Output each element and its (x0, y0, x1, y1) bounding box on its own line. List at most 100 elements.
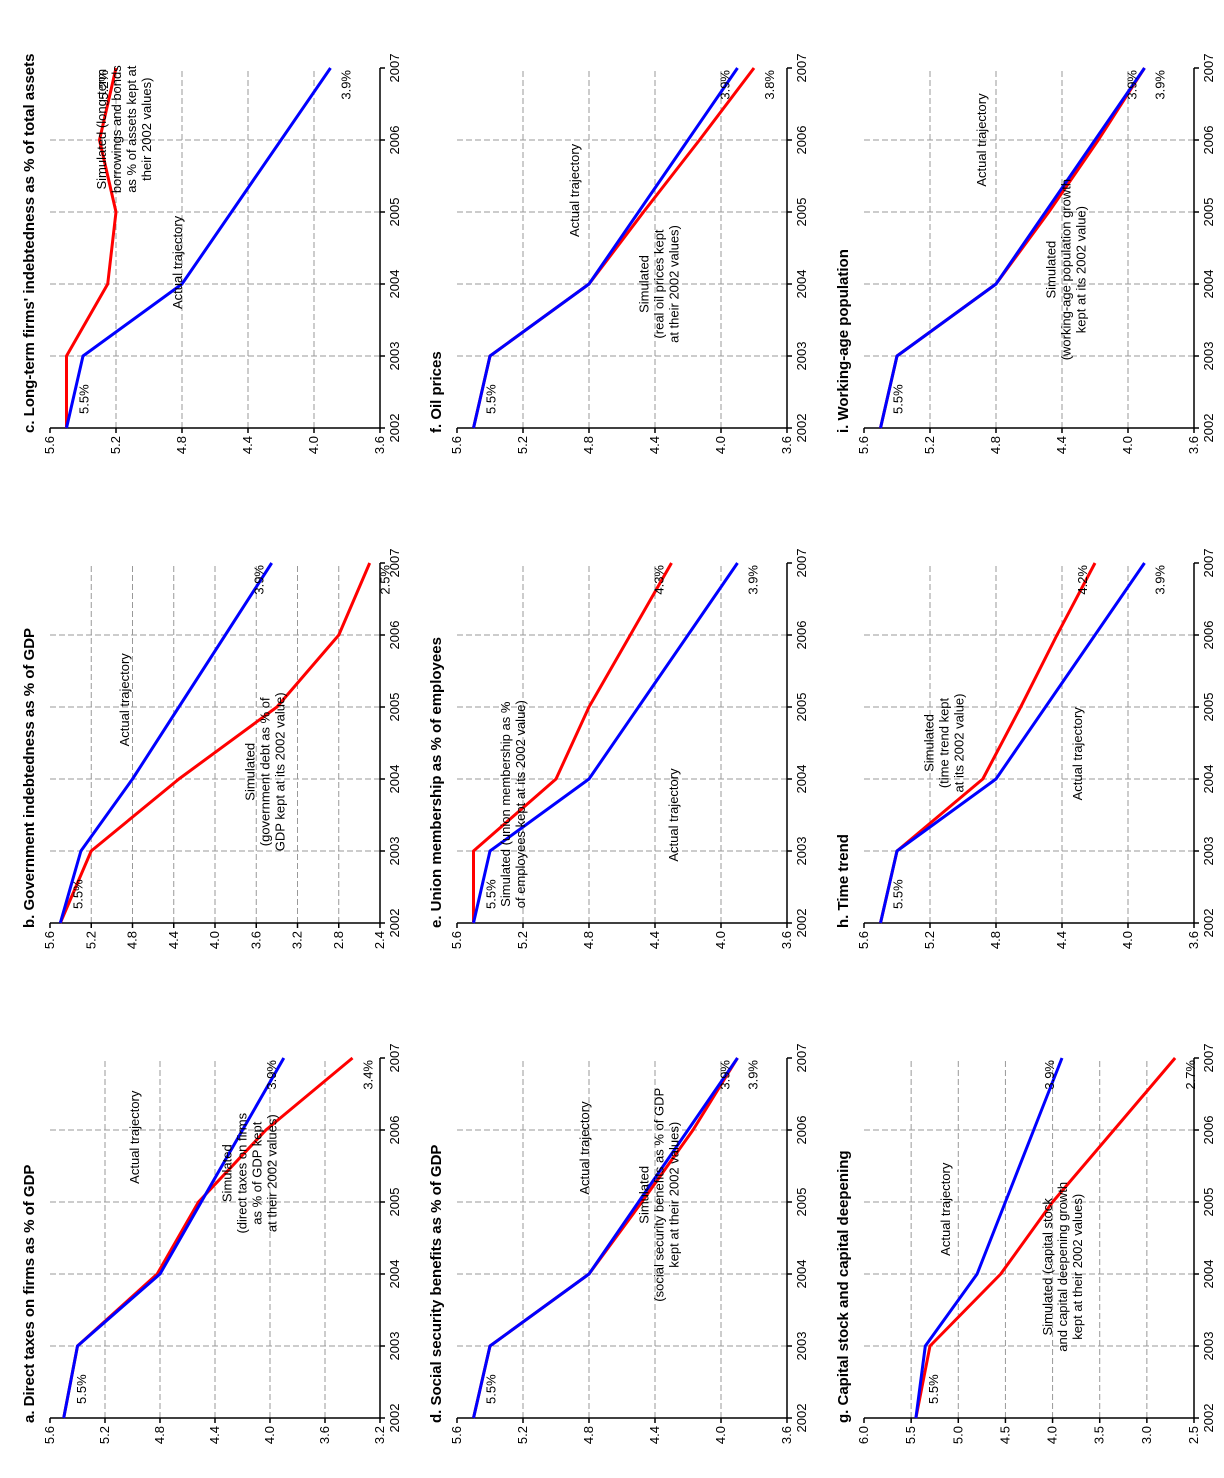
panel-h: h. Time trend 3.6 4.0 4.4 4.8 5.2 5.6 2002 2003 2… (835, 549, 1216, 950)
x-tick-label: 2003 (794, 1332, 809, 1361)
actual-series-line (472, 1057, 739, 1419)
y-tick-label: 4.0 (713, 1426, 728, 1444)
y-tick-label: 3.6 (1186, 931, 1201, 949)
x-tick-label: 2007 (387, 549, 402, 578)
y-tick-label: 4.8 (988, 436, 1003, 454)
y-tick-label: 5.0 (950, 1426, 965, 1444)
panel-title: e. Union membership as % of employees (428, 637, 445, 928)
panel-title: d. Social security benefits as % of GDP (428, 1145, 445, 1423)
panel-d: d. Social security benefits as % of GDP 3… (428, 1044, 809, 1445)
y-tick-label: 5.2 (515, 436, 530, 454)
simulated-end-value-label: 3.4% (361, 1060, 376, 1090)
y-tick-label: 4.8 (581, 1426, 596, 1444)
actual-series-line (58, 562, 273, 924)
y-tick-label: 4.5 (997, 1426, 1012, 1444)
simulated-annotation: Simulated(working-age population growthk… (1043, 179, 1088, 360)
x-tick-label: 2006 (794, 1116, 809, 1145)
x-tick-label: 2007 (794, 1044, 809, 1073)
x-tick-label: 2004 (794, 1260, 809, 1289)
simulated-series-line (472, 562, 673, 923)
y-tick-label: 5.6 (42, 436, 57, 454)
actual-end-value-label: 3.9% (339, 70, 354, 100)
x-tick-label: 2002 (1201, 1404, 1216, 1433)
x-tick-label: 2007 (387, 54, 402, 83)
panel-f: f. Oil prices 3.6 4.0 4.4 4.8 5.2 5.6 2002 2003 2… (428, 54, 809, 455)
panel-title: a. Direct taxes on firms as % of GDP (21, 1165, 38, 1423)
start-value-label: 5.5% (74, 1374, 89, 1404)
y-tick-label: 2.5 (1186, 1426, 1201, 1444)
x-tick-label: 2002 (387, 1404, 402, 1433)
simulated-end-value-label: 2.7% (1183, 1060, 1198, 1090)
x-tick-label: 2003 (794, 837, 809, 866)
y-tick-label: 4.4 (1054, 931, 1069, 949)
x-tick-label: 2006 (387, 126, 402, 155)
y-tick-label: 3.2 (290, 931, 305, 949)
simulated-series-line (62, 1056, 354, 1419)
y-tick-label: 3.6 (317, 1426, 332, 1444)
y-tick-label: 4.8 (581, 436, 596, 454)
actual-series-line (879, 562, 1146, 924)
start-value-label: 5.5% (77, 384, 92, 414)
x-tick-label: 2004 (387, 765, 402, 794)
x-tick-label: 2005 (794, 1188, 809, 1217)
x-tick-label: 2002 (794, 1404, 809, 1433)
x-tick-label: 2006 (794, 621, 809, 650)
x-tick-label: 2003 (387, 837, 402, 866)
y-tick-label: 5.2 (515, 931, 530, 949)
x-tick-label: 2002 (1201, 909, 1216, 938)
actual-series-line (65, 67, 332, 429)
y-tick-label: 5.2 (83, 931, 98, 949)
y-tick-label: 4.4 (647, 931, 662, 949)
x-tick-label: 2004 (1201, 270, 1216, 299)
x-tick-label: 2004 (1201, 1260, 1216, 1289)
x-tick-label: 2005 (794, 693, 809, 722)
x-tick-label: 2007 (1201, 549, 1216, 578)
panel-e: e. Union membership as % of employees 3.6… (428, 549, 809, 950)
start-value-label: 5.5% (484, 1374, 499, 1404)
y-tick-label: 4.8 (988, 931, 1003, 949)
simulated-annotation: Simulated (capital stockand capital deep… (1040, 1182, 1085, 1352)
start-value-label: 5.5% (70, 879, 85, 909)
actual-annotation: Actual trajectory (127, 1090, 142, 1184)
y-tick-label: 4.0 (1120, 436, 1135, 454)
actual-series-line (472, 67, 739, 429)
y-tick-label: 3.6 (372, 436, 387, 454)
x-tick-label: 2005 (794, 198, 809, 227)
actual-end-value-label: 3.9% (746, 565, 761, 595)
x-tick-label: 2006 (794, 126, 809, 155)
simulated-series-line (65, 67, 118, 428)
x-tick-label: 2005 (1201, 1188, 1216, 1217)
x-tick-label: 2005 (1201, 693, 1216, 722)
simulated-end-value-label: 4.2% (1075, 565, 1090, 595)
x-tick-label: 2003 (794, 342, 809, 371)
actual-end-value-label: 3.9% (1042, 1060, 1057, 1090)
simulated-series-line (879, 67, 1146, 429)
simulated-end-value-label: 2.5% (378, 565, 393, 595)
actual-series-line (472, 562, 739, 924)
start-value-label: 5.5% (926, 1374, 941, 1404)
x-tick-label: 2003 (1201, 837, 1216, 866)
y-tick-label: 3.2 (372, 1426, 387, 1444)
simulated-series-line (58, 562, 372, 924)
x-tick-label: 2005 (387, 693, 402, 722)
actual-end-value-label: 3.9% (264, 1060, 279, 1090)
actual-end-value-label: 3.9% (252, 565, 267, 595)
y-tick-label: 3.6 (779, 436, 794, 454)
y-tick-label: 4.8 (125, 931, 140, 949)
x-tick-label: 2004 (794, 765, 809, 794)
y-tick-label: 5.6 (856, 931, 871, 949)
start-value-label: 5.5% (484, 879, 499, 909)
y-tick-label: 3.5 (1092, 1426, 1107, 1444)
y-tick-label: 4.4 (240, 436, 255, 454)
y-tick-label: 5.2 (515, 1426, 530, 1444)
x-tick-label: 2004 (387, 1260, 402, 1289)
simulated-annotation: Simulated(government debt as % ofGDP kep… (243, 692, 288, 851)
y-tick-label: 3.6 (1186, 436, 1201, 454)
x-tick-label: 2007 (1201, 1044, 1216, 1073)
x-tick-label: 2002 (1201, 414, 1216, 443)
simulated-end-value-label: 3.9% (1153, 70, 1168, 100)
panel-title: g. Capital stock and capital deepening (835, 1150, 852, 1423)
y-tick-label: 4.0 (262, 1426, 277, 1444)
